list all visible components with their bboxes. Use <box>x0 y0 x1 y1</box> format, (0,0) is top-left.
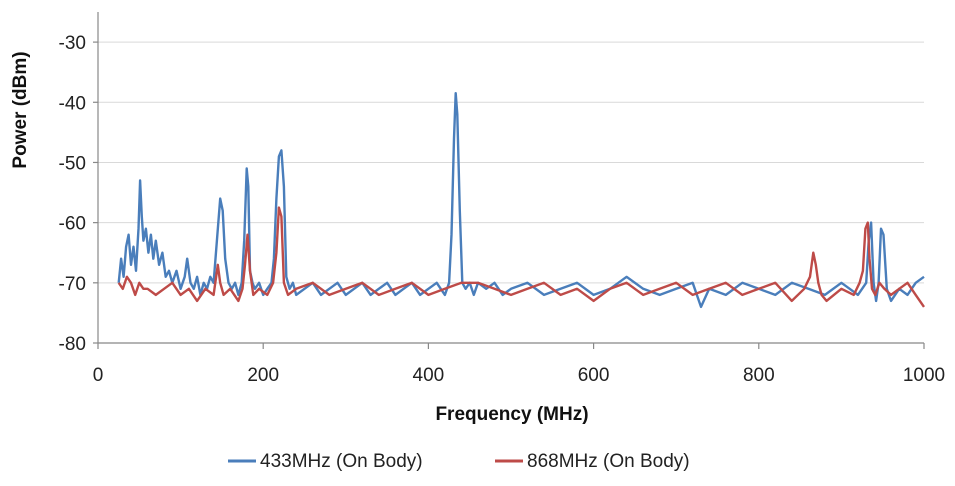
y-tick-label: -60 <box>59 214 86 235</box>
x-tick-label: 600 <box>578 365 610 386</box>
series-line-1 <box>117 91 925 309</box>
axes <box>93 12 925 349</box>
y-tick-label: -30 <box>59 33 86 54</box>
x-tick-label: 200 <box>247 365 279 386</box>
x-tick-label: 400 <box>413 365 445 386</box>
tick-labels: -80 -70 -60 -50 -40 -30 0 200 400 600 800 1000 <box>59 33 946 386</box>
x-tick-label: 800 <box>743 365 775 386</box>
x-tick-label: 1000 <box>903 365 945 386</box>
y-axis-title: Power (dBm) <box>10 51 31 168</box>
gridlines <box>98 41 924 284</box>
series-lines <box>117 91 925 309</box>
y-tick-label: -70 <box>59 274 86 295</box>
x-tick-label: 0 <box>93 365 104 386</box>
y-tick-label: -40 <box>59 93 86 114</box>
y-tick-label: -50 <box>59 153 86 174</box>
y-tick-label: -80 <box>59 334 86 355</box>
series-line-2 <box>117 206 925 308</box>
x-axis-title: Frequency (MHz) <box>435 404 588 425</box>
legend-label-2: 868MHz (On Body) <box>527 451 690 472</box>
legend-label-1: 433MHz (On Body) <box>260 451 423 472</box>
legend: 433MHz (On Body) 868MHz (On Body) <box>228 451 690 472</box>
